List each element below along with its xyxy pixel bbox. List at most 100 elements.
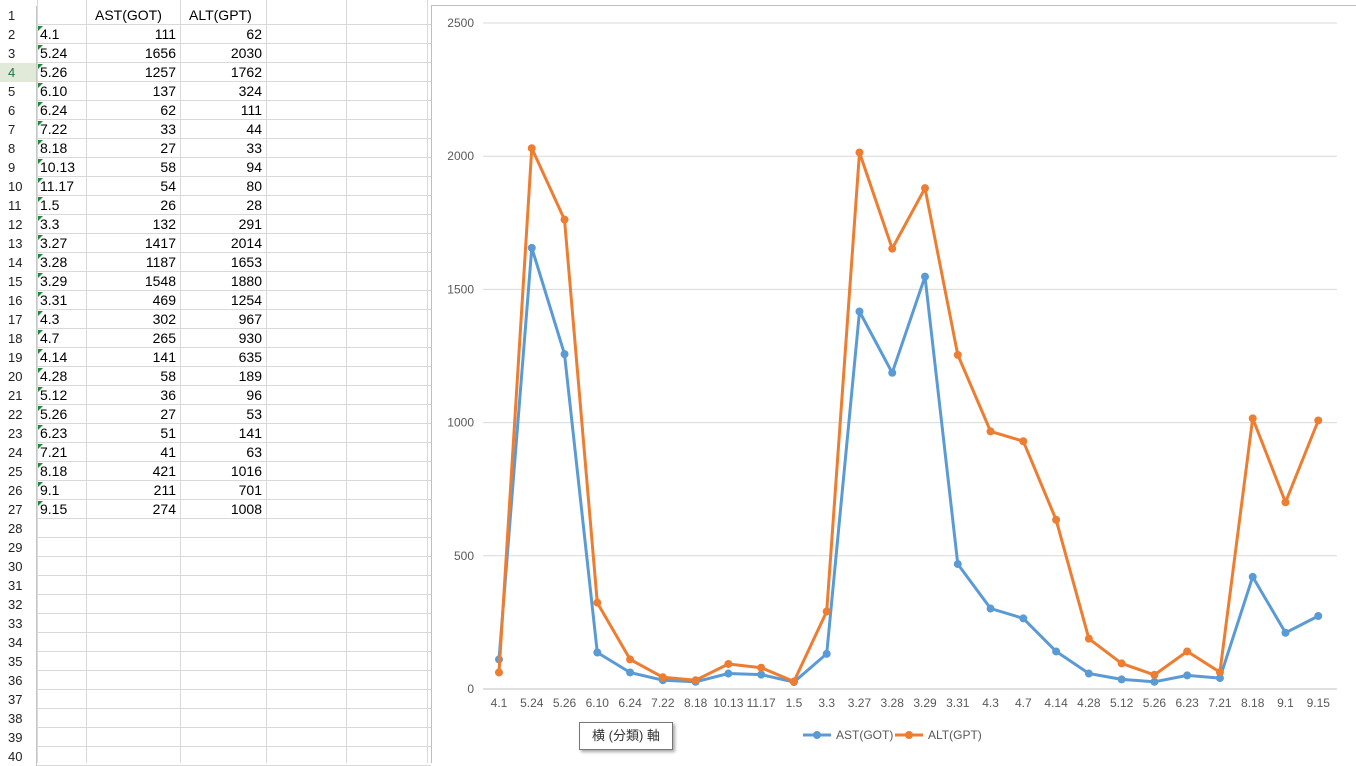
date-cell[interactable]: 5.12 [40, 387, 68, 403]
date-cell[interactable]: 3.27 [40, 235, 68, 251]
date-cell[interactable]: 9.15 [40, 501, 68, 517]
date-cell[interactable]: 4.14 [40, 349, 68, 365]
row-header[interactable]: 8 [0, 139, 37, 158]
ast-value-cell[interactable]: 132 [152, 216, 176, 232]
row-header[interactable]: 2 [0, 25, 37, 44]
alt-value-cell[interactable]: 967 [238, 311, 262, 327]
alt-value-cell[interactable]: 1762 [230, 64, 262, 80]
date-cell[interactable]: 7.21 [40, 444, 68, 460]
row-header[interactable]: 9 [0, 158, 37, 177]
alt-value-cell[interactable]: 1016 [230, 463, 262, 479]
date-cell[interactable]: 3.29 [40, 273, 68, 289]
ast-value-cell[interactable]: 141 [152, 349, 176, 365]
row-header[interactable]: 26 [0, 481, 37, 500]
date-cell[interactable]: 4.3 [40, 311, 60, 327]
row-header[interactable]: 35 [0, 652, 37, 671]
row-header[interactable]: 12 [0, 215, 37, 234]
date-cell[interactable]: 8.18 [40, 140, 68, 156]
alt-value-cell[interactable]: 1254 [230, 292, 262, 308]
alt-value-cell[interactable]: 28 [246, 197, 262, 213]
alt-value-cell[interactable]: 141 [238, 425, 262, 441]
date-cell[interactable]: 4.7 [40, 330, 60, 346]
row-header[interactable]: 10 [0, 177, 37, 196]
row-header[interactable]: 11 [0, 196, 37, 215]
row-header[interactable]: 30 [0, 557, 37, 576]
row-header[interactable]: 40 [0, 747, 37, 766]
row-header[interactable]: 27 [0, 500, 37, 519]
alt-value-cell[interactable]: 1653 [230, 254, 262, 270]
alt-value-cell[interactable]: 53 [246, 406, 262, 422]
date-cell[interactable]: 8.18 [40, 463, 68, 479]
date-cell[interactable]: 4.1 [40, 26, 60, 42]
row-header[interactable]: 3 [0, 44, 37, 63]
row-header[interactable]: 5 [0, 82, 37, 101]
alt-value-cell[interactable]: 189 [238, 368, 262, 384]
ast-value-cell[interactable]: 58 [160, 159, 176, 175]
ast-value-cell[interactable]: 36 [160, 387, 176, 403]
date-cell[interactable]: 6.10 [40, 83, 68, 99]
column-header-cell[interactable]: ALT(GPT) [189, 7, 252, 23]
alt-value-cell[interactable]: 62 [246, 26, 262, 42]
alt-value-cell[interactable]: 1880 [230, 273, 262, 289]
ast-value-cell[interactable]: 265 [152, 330, 176, 346]
row-header[interactable]: 31 [0, 576, 37, 595]
row-header[interactable]: 6 [0, 101, 37, 120]
ast-value-cell[interactable]: 211 [153, 482, 176, 498]
date-cell[interactable]: 7.22 [40, 121, 68, 137]
alt-value-cell[interactable]: 1008 [230, 501, 262, 517]
date-cell[interactable]: 4.28 [40, 368, 68, 384]
ast-value-cell[interactable]: 1417 [144, 235, 176, 251]
date-cell[interactable]: 3.3 [40, 216, 60, 232]
date-cell[interactable]: 5.26 [40, 64, 68, 80]
alt-value-cell[interactable]: 291 [238, 216, 262, 232]
row-header[interactable]: 20 [0, 367, 37, 386]
date-cell[interactable]: 1.5 [40, 197, 60, 213]
ast-value-cell[interactable]: 137 [152, 83, 176, 99]
row-header[interactable]: 34 [0, 633, 37, 652]
alt-value-cell[interactable]: 701 [238, 482, 262, 498]
ast-value-cell[interactable]: 421 [152, 463, 176, 479]
ast-value-cell[interactable]: 27 [160, 140, 176, 156]
row-header[interactable]: 29 [0, 538, 37, 557]
alt-value-cell[interactable]: 33 [246, 140, 262, 156]
ast-value-cell[interactable]: 41 [160, 444, 176, 460]
alt-value-cell[interactable]: 930 [238, 330, 262, 346]
alt-value-cell[interactable]: 111 [240, 102, 262, 118]
date-cell[interactable]: 6.23 [40, 425, 68, 441]
date-cell[interactable]: 3.31 [40, 292, 68, 308]
alt-value-cell[interactable]: 2030 [230, 45, 262, 61]
ast-value-cell[interactable]: 1187 [145, 254, 176, 270]
row-header[interactable]: 25 [0, 462, 37, 481]
ast-value-cell[interactable]: 54 [160, 178, 176, 194]
ast-value-cell[interactable]: 274 [152, 501, 176, 517]
row-header[interactable]: 28 [0, 519, 37, 538]
row-header[interactable]: 7 [0, 120, 37, 139]
date-cell[interactable]: 11.17 [40, 178, 74, 194]
alt-value-cell[interactable]: 94 [246, 159, 262, 175]
alt-value-cell[interactable]: 635 [238, 349, 262, 365]
row-header[interactable]: 18 [0, 329, 37, 348]
date-cell[interactable]: 5.24 [40, 45, 68, 61]
date-cell[interactable]: 3.28 [40, 254, 68, 270]
column-header-cell[interactable]: AST(GOT) [95, 7, 162, 23]
date-cell[interactable]: 6.24 [40, 102, 68, 118]
row-header[interactable]: 37 [0, 690, 37, 709]
ast-value-cell[interactable]: 111 [154, 26, 176, 42]
row-header[interactable]: 33 [0, 614, 37, 633]
row-header[interactable]: 4 [0, 63, 37, 82]
ast-value-cell[interactable]: 1257 [144, 64, 176, 80]
alt-value-cell[interactable]: 96 [246, 387, 262, 403]
row-header[interactable]: 21 [0, 386, 37, 405]
row-header[interactable]: 17 [0, 310, 37, 329]
alt-value-cell[interactable]: 324 [238, 83, 262, 99]
ast-value-cell[interactable]: 26 [160, 197, 176, 213]
ast-value-cell[interactable]: 58 [160, 368, 176, 384]
row-header[interactable]: 19 [0, 348, 37, 367]
date-cell[interactable]: 5.26 [40, 406, 68, 422]
row-header[interactable]: 13 [0, 234, 37, 253]
alt-value-cell[interactable]: 44 [246, 121, 262, 137]
ast-value-cell[interactable]: 62 [160, 102, 176, 118]
alt-value-cell[interactable]: 63 [246, 444, 262, 460]
row-header[interactable]: 24 [0, 443, 37, 462]
